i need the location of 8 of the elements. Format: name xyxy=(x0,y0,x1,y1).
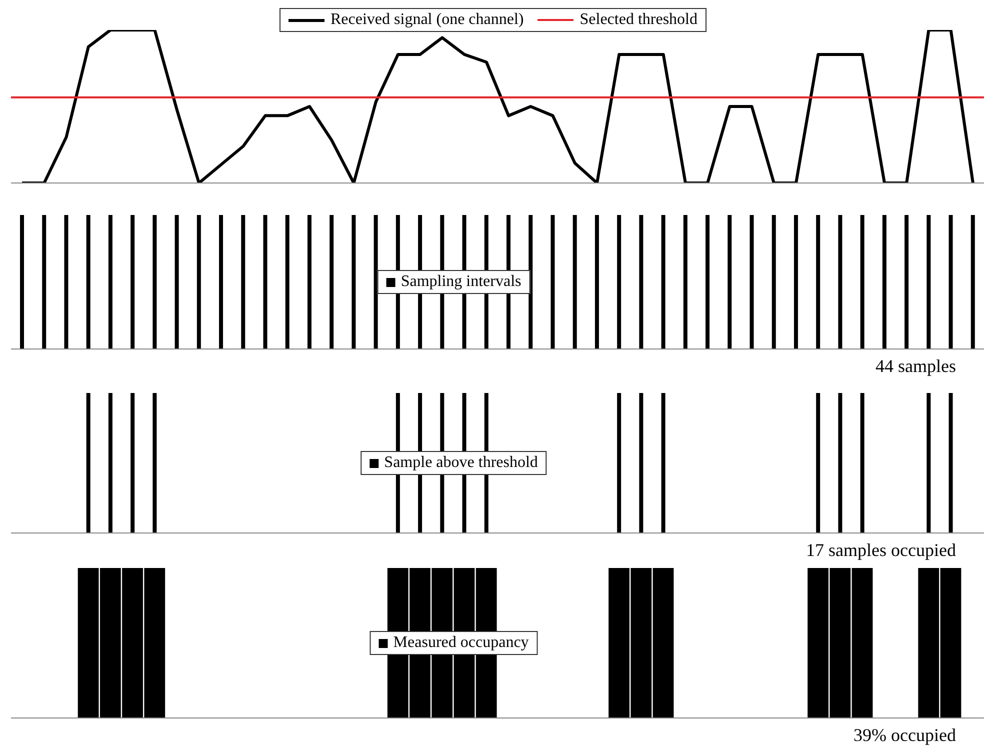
text: 39% occupied xyxy=(852,725,957,745)
text: 17 samples occupied xyxy=(805,540,957,560)
legend-label: Sample above threshold xyxy=(384,454,538,472)
legend-label: Received signal (one channel) xyxy=(330,11,524,29)
text: 44 samples xyxy=(874,356,957,376)
legend-label: Measured occupancy xyxy=(393,634,529,652)
legend-label: Selected threshold xyxy=(580,11,698,29)
legend-label: Sampling intervals xyxy=(400,273,522,291)
